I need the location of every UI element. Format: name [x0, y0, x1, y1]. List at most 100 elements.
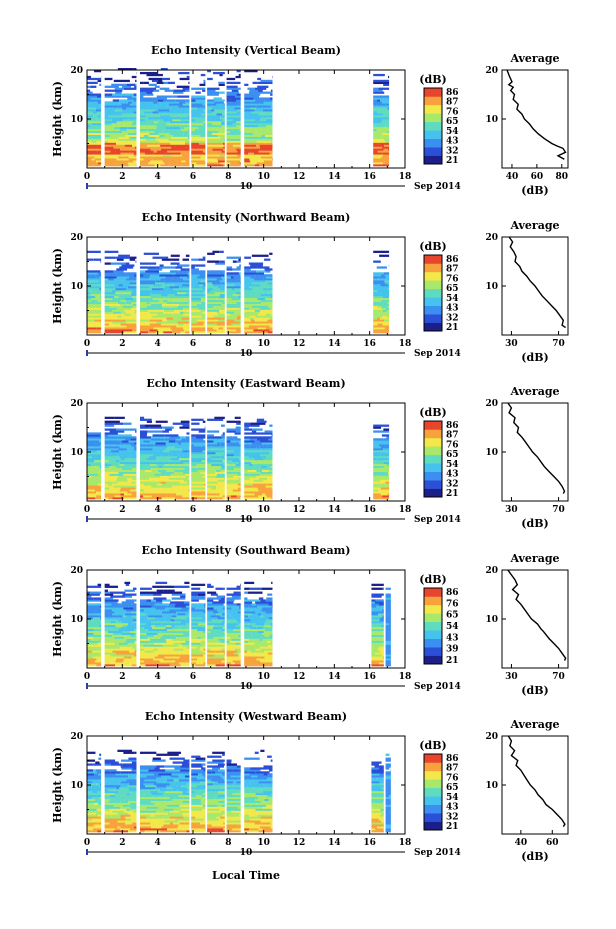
echo-cell — [179, 617, 187, 620]
echo-cell — [121, 632, 135, 635]
echo-cell — [153, 658, 164, 661]
echo-cell — [119, 99, 134, 102]
echo-cell — [271, 497, 273, 500]
echo-cell — [371, 808, 381, 811]
echo-cell — [120, 814, 131, 817]
echo-cell — [118, 293, 123, 297]
echo-cell — [99, 321, 102, 324]
echo-cell — [191, 293, 204, 297]
echo-cell — [146, 93, 154, 96]
echo-cell — [230, 162, 236, 165]
echo-cell — [140, 624, 152, 628]
echo-cell — [180, 664, 190, 667]
echo-cell — [87, 442, 95, 445]
colorbar-segment — [424, 796, 442, 805]
echo-cell — [188, 788, 190, 792]
echo-cell — [159, 119, 164, 122]
echo-cell — [221, 620, 225, 624]
echo-cell — [164, 461, 169, 465]
echo-cell — [140, 440, 144, 443]
echo-cell — [263, 773, 268, 776]
echo-cell — [166, 319, 182, 322]
echo-cell — [373, 321, 381, 324]
echo-cell — [172, 638, 179, 641]
echo-cell — [244, 422, 251, 425]
echo-cell — [385, 664, 391, 667]
echo-cell — [170, 822, 174, 825]
echo-cell — [155, 804, 167, 807]
echo-cell — [258, 303, 272, 306]
echo-cell — [87, 786, 92, 790]
echo-cell — [250, 818, 261, 821]
echo-cell — [97, 111, 102, 114]
echo-cell — [87, 152, 96, 155]
echo-cell — [196, 276, 206, 279]
echo-cell — [109, 798, 125, 801]
echo-cell — [140, 826, 152, 829]
echo-cell — [191, 444, 195, 447]
echo-cell — [254, 134, 262, 137]
echo-cell — [140, 644, 144, 647]
echo-cell — [182, 763, 190, 766]
echo-cell — [237, 483, 241, 486]
echo-cell — [371, 595, 382, 598]
echo-cell — [226, 650, 238, 653]
echo-cell — [254, 164, 260, 167]
echo-cell — [371, 798, 384, 801]
echo-cell — [150, 461, 165, 465]
echo-cell — [180, 268, 187, 271]
echo-cell — [87, 148, 93, 151]
echo-cell — [248, 262, 264, 265]
echo-cell — [112, 634, 125, 637]
echo-cell — [188, 321, 190, 324]
echo-cell — [112, 632, 122, 635]
echo-cell — [379, 619, 384, 622]
echo-cell — [91, 140, 97, 143]
echo-cell — [123, 156, 129, 159]
echo-cell — [124, 438, 131, 441]
echo-cell — [119, 266, 134, 269]
echo-cell — [263, 615, 271, 618]
echo-cell — [140, 648, 144, 651]
echo-cell — [140, 786, 156, 790]
echo-cell — [149, 286, 165, 289]
echo-cell — [191, 436, 196, 439]
echo-cell — [262, 321, 270, 324]
echo-cell — [239, 769, 241, 772]
echo-cell — [157, 485, 172, 488]
echo-cell — [376, 128, 390, 132]
echo-cell — [371, 609, 382, 612]
echo-cell — [104, 107, 110, 110]
echo-cell — [174, 767, 190, 770]
echo-cell — [191, 483, 205, 486]
echo-cell — [378, 87, 390, 90]
echo-cell — [226, 329, 236, 332]
echo-cell — [262, 790, 273, 794]
echo-cell — [104, 115, 109, 118]
echo-cell — [191, 777, 198, 780]
echo-cell — [196, 822, 201, 825]
echo-cell — [212, 601, 222, 604]
echo-cell — [121, 777, 136, 780]
echo-cell — [134, 794, 137, 798]
echo-cell — [127, 491, 137, 494]
date-marker — [86, 683, 88, 689]
echo-cell — [104, 798, 110, 801]
echo-cell — [169, 800, 183, 803]
echo-cell — [159, 660, 176, 663]
echo-cell — [156, 497, 162, 500]
echo-cell — [87, 650, 93, 653]
echo-cell — [373, 79, 390, 83]
echo-cell — [104, 77, 113, 81]
echo-cell — [116, 826, 121, 829]
echo-cell — [244, 605, 249, 608]
echo-cell — [140, 313, 157, 316]
echo-cell — [200, 830, 206, 833]
echo-cell — [385, 800, 391, 803]
echo-cell — [172, 422, 187, 425]
echo-cell — [97, 632, 102, 635]
echo-cell — [158, 450, 164, 453]
echo-cell — [218, 794, 225, 798]
data-strip — [385, 587, 391, 667]
echo-cell — [171, 258, 180, 261]
